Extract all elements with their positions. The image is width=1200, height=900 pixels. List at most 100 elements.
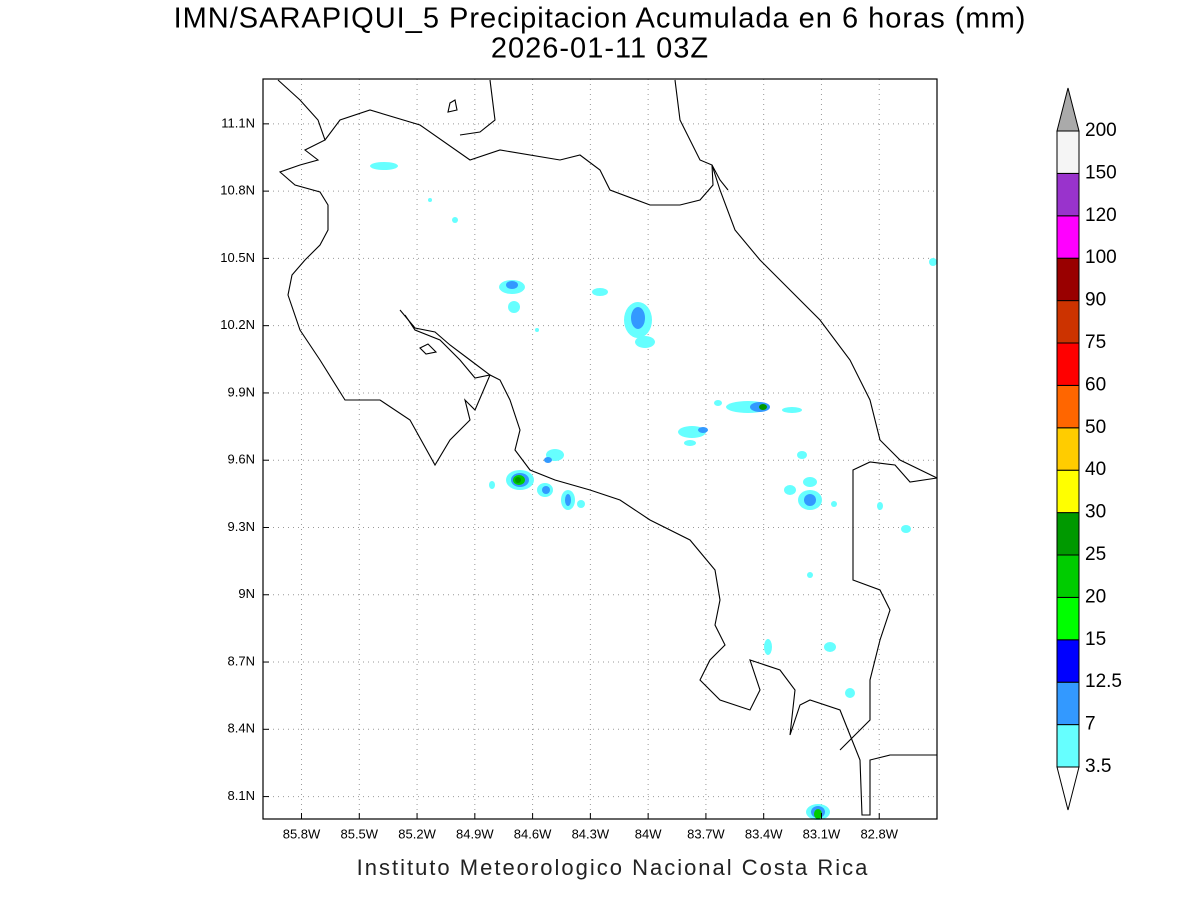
precip-area — [542, 486, 550, 494]
colorbar-label: 40 — [1085, 459, 1106, 480]
coast — [839, 461, 938, 751]
precip-area — [489, 481, 495, 489]
x-tick-label: 84.6W — [514, 826, 552, 841]
coast — [324, 109, 729, 206]
colorbar-box — [1056, 469, 1080, 514]
colorbar-label: 12.5 — [1085, 671, 1122, 692]
colorbar-box — [1056, 639, 1080, 683]
precip-area — [565, 494, 571, 506]
x-tick-label: 84.9W — [456, 826, 494, 841]
colorbar-box — [1056, 215, 1080, 259]
colorbar-label: 100 — [1085, 247, 1117, 268]
island — [447, 99, 458, 113]
colorbar-box — [1056, 596, 1080, 641]
colorbar-label: 15 — [1085, 629, 1106, 650]
map-frame — [262, 78, 938, 820]
precip-area — [698, 427, 708, 433]
colorbar-box — [1056, 681, 1080, 726]
coast — [459, 79, 496, 136]
precip-area — [929, 258, 937, 266]
colorbar-label: 75 — [1085, 332, 1106, 353]
precip-area — [797, 451, 807, 459]
subtitle: 2026-01-11 03Z — [491, 33, 709, 65]
colorbar-label: 150 — [1085, 162, 1117, 183]
coastline — [277, 79, 938, 816]
precip-area — [901, 525, 911, 533]
ticks: 85.8W 85.5W 85.2W 84.9W 84.6W 84.3W 84W 83.7W 83… — [220, 115, 898, 841]
precip-area — [635, 336, 655, 348]
colorbar-label: 7 — [1085, 714, 1096, 735]
colorbar-box — [1056, 257, 1080, 302]
coast — [277, 79, 491, 467]
x-tick-label: 84W — [635, 826, 662, 841]
x-tick-label: 82.8W — [860, 826, 898, 841]
x-tick-label: 84.3W — [572, 826, 610, 841]
precip-area — [592, 288, 608, 296]
colorbar-over — [1056, 87, 1080, 132]
colorbar-box — [1056, 554, 1080, 598]
y-tick-label: 10.8N — [220, 183, 255, 198]
colorbar-label: 50 — [1085, 417, 1106, 438]
precip-area — [877, 502, 883, 510]
precip-area — [684, 440, 696, 446]
precip-area — [803, 477, 817, 487]
grid — [263, 79, 937, 819]
colorbar-box — [1056, 342, 1080, 386]
colorbar: 3.5 7 12.5 15 20 25 30 40 50 60 75 90 100 120 150 200 — [1056, 87, 1122, 811]
y-tick-label: 8.7N — [228, 653, 255, 668]
precip-area — [807, 572, 813, 578]
precip-area — [535, 328, 539, 332]
colorbar-box — [1056, 724, 1080, 768]
y-tick-label: 9.9N — [228, 384, 255, 399]
colorbar-label: 120 — [1085, 205, 1117, 226]
precip-area — [428, 198, 432, 202]
colorbar-box — [1056, 172, 1080, 217]
colorbar-label: 90 — [1085, 290, 1106, 311]
precip-area — [824, 642, 836, 652]
precip-area — [784, 485, 796, 495]
x-tick-label: 85.8W — [283, 826, 321, 841]
colorbar-box — [1056, 512, 1080, 556]
y-tick-label: 9.3N — [228, 519, 255, 534]
precip-area — [804, 494, 816, 506]
colorbar-label: 30 — [1085, 502, 1106, 523]
colorbar-label: 3.5 — [1085, 756, 1111, 777]
x-tick-label: 85.5W — [340, 826, 378, 841]
precip-area — [508, 301, 520, 313]
precip-area — [831, 501, 837, 507]
colorbar-label: 60 — [1085, 374, 1106, 395]
y-tick-label: 10.5N — [220, 250, 255, 265]
colorbar-label: 25 — [1085, 544, 1106, 565]
y-tick-label: 10.2N — [220, 317, 255, 332]
precip-area — [370, 162, 398, 170]
precip-area — [845, 688, 855, 698]
precip-area — [782, 407, 802, 413]
colorbar-box — [1056, 384, 1080, 429]
island — [419, 343, 438, 355]
precipitation — [370, 162, 937, 820]
precip-area — [759, 404, 767, 410]
colorbar-under — [1056, 766, 1080, 811]
precip-area — [515, 477, 521, 483]
y-tick-label: 8.1N — [228, 788, 255, 803]
title: IMN/SARAPIQUI_5 Precipitacion Acumulada … — [174, 3, 1027, 35]
precip-area — [714, 400, 722, 406]
colorbar-box — [1056, 427, 1080, 471]
precip-area — [544, 457, 552, 463]
precip-area — [577, 500, 585, 508]
colorbar-box — [1056, 130, 1080, 174]
y-tick-label: 9.6N — [228, 452, 255, 467]
y-tick-label: 9N — [238, 586, 255, 601]
y-tick-label: 8.4N — [228, 721, 255, 736]
x-tick-label: 83.1W — [803, 826, 841, 841]
colorbar-label: 200 — [1085, 120, 1117, 141]
x-tick-label: 83.7W — [687, 826, 725, 841]
precip-area — [506, 281, 518, 289]
precip-area — [814, 809, 822, 819]
coast — [404, 314, 937, 816]
colorbar-box — [1056, 300, 1080, 344]
x-tick-label: 85.2W — [398, 826, 436, 841]
colorbar-label: 20 — [1085, 586, 1106, 607]
precip-area — [452, 217, 458, 223]
